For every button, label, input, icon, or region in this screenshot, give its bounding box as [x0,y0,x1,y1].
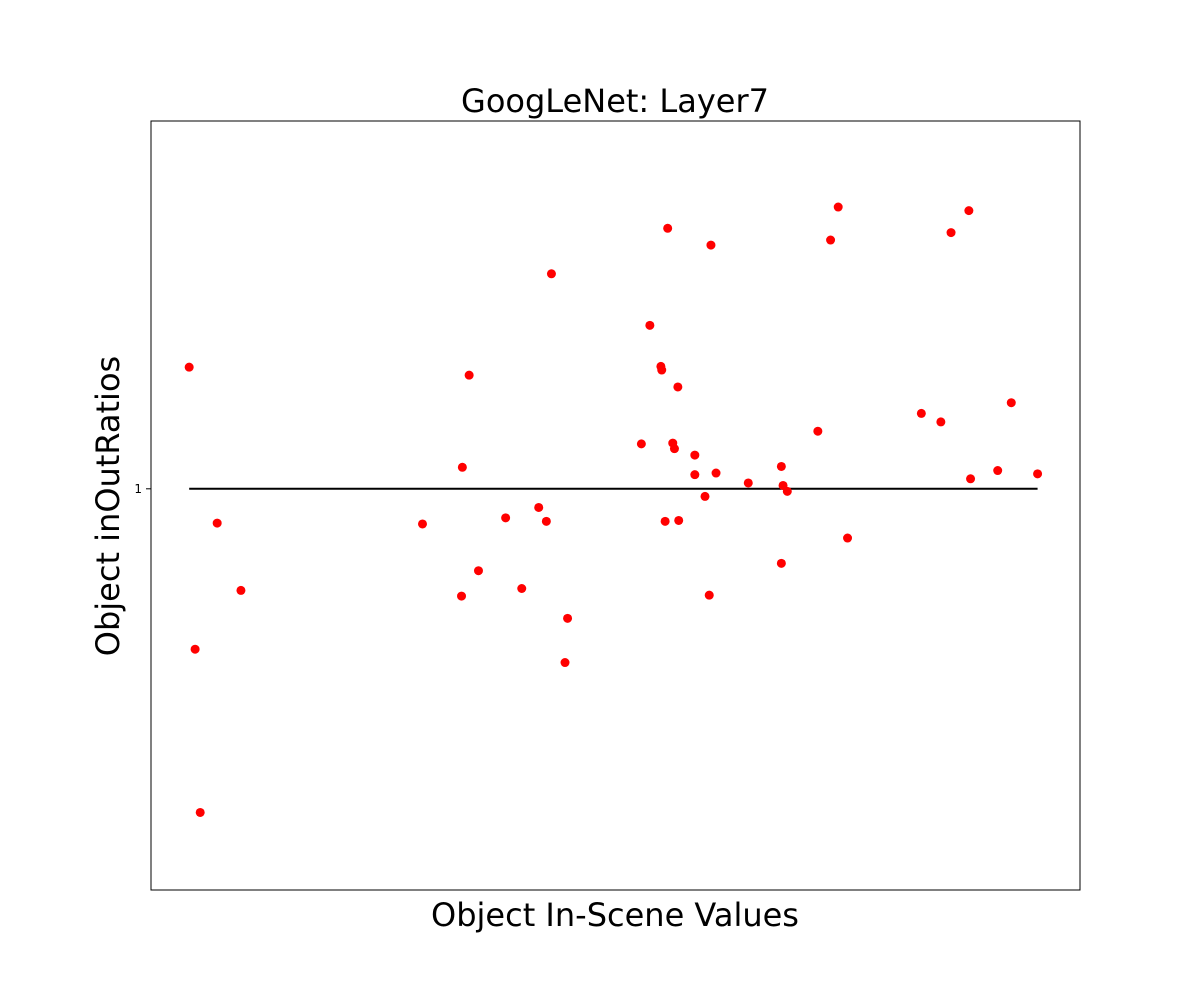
data-point [966,474,976,484]
data-point [517,583,527,593]
chart-title: GoogLeNet: Layer7 [461,82,769,120]
data-point [833,202,843,212]
data-point [843,533,853,543]
plot-frame [150,120,1081,891]
data-point [457,462,467,472]
data-point [964,206,974,216]
data-point [993,466,1003,476]
data-point [457,591,467,601]
data-point [711,468,721,478]
data-point [782,486,792,496]
data-point [657,365,667,375]
data-point [674,515,684,525]
data-point [663,223,673,233]
x-axis-label: Object In-Scene Values [431,896,799,934]
data-point [636,439,646,449]
data-point [936,417,946,427]
data-point [236,585,246,595]
data-point [743,478,753,488]
data-point [813,426,823,436]
y-axis-ticks: 1 [134,482,151,496]
data-point [563,613,573,623]
y-axis-label: Object inOutRatios [89,356,127,656]
data-point [501,513,511,523]
data-point [700,491,710,501]
data-point [704,590,714,600]
data-point [690,450,700,460]
data-point [776,558,786,568]
data-point [534,502,544,512]
data-point [776,461,786,471]
data-point [826,235,836,245]
data-point [946,228,956,238]
data-point [417,519,427,529]
data-point [673,382,683,392]
data-points [184,202,1043,817]
data-point [1033,469,1043,479]
y-tick-label: 1 [134,482,142,496]
data-point [464,370,474,380]
data-point [212,518,222,528]
data-point [645,320,655,330]
data-point [546,269,556,279]
data-point [560,658,570,668]
data-point [690,470,700,480]
data-point [190,644,200,654]
data-point [473,566,483,576]
data-point [195,807,205,817]
data-point [660,516,670,526]
data-point [669,444,679,454]
data-point [184,362,194,372]
data-point [706,240,716,250]
data-point [1006,398,1016,408]
data-point [916,408,926,418]
data-point [541,516,551,526]
